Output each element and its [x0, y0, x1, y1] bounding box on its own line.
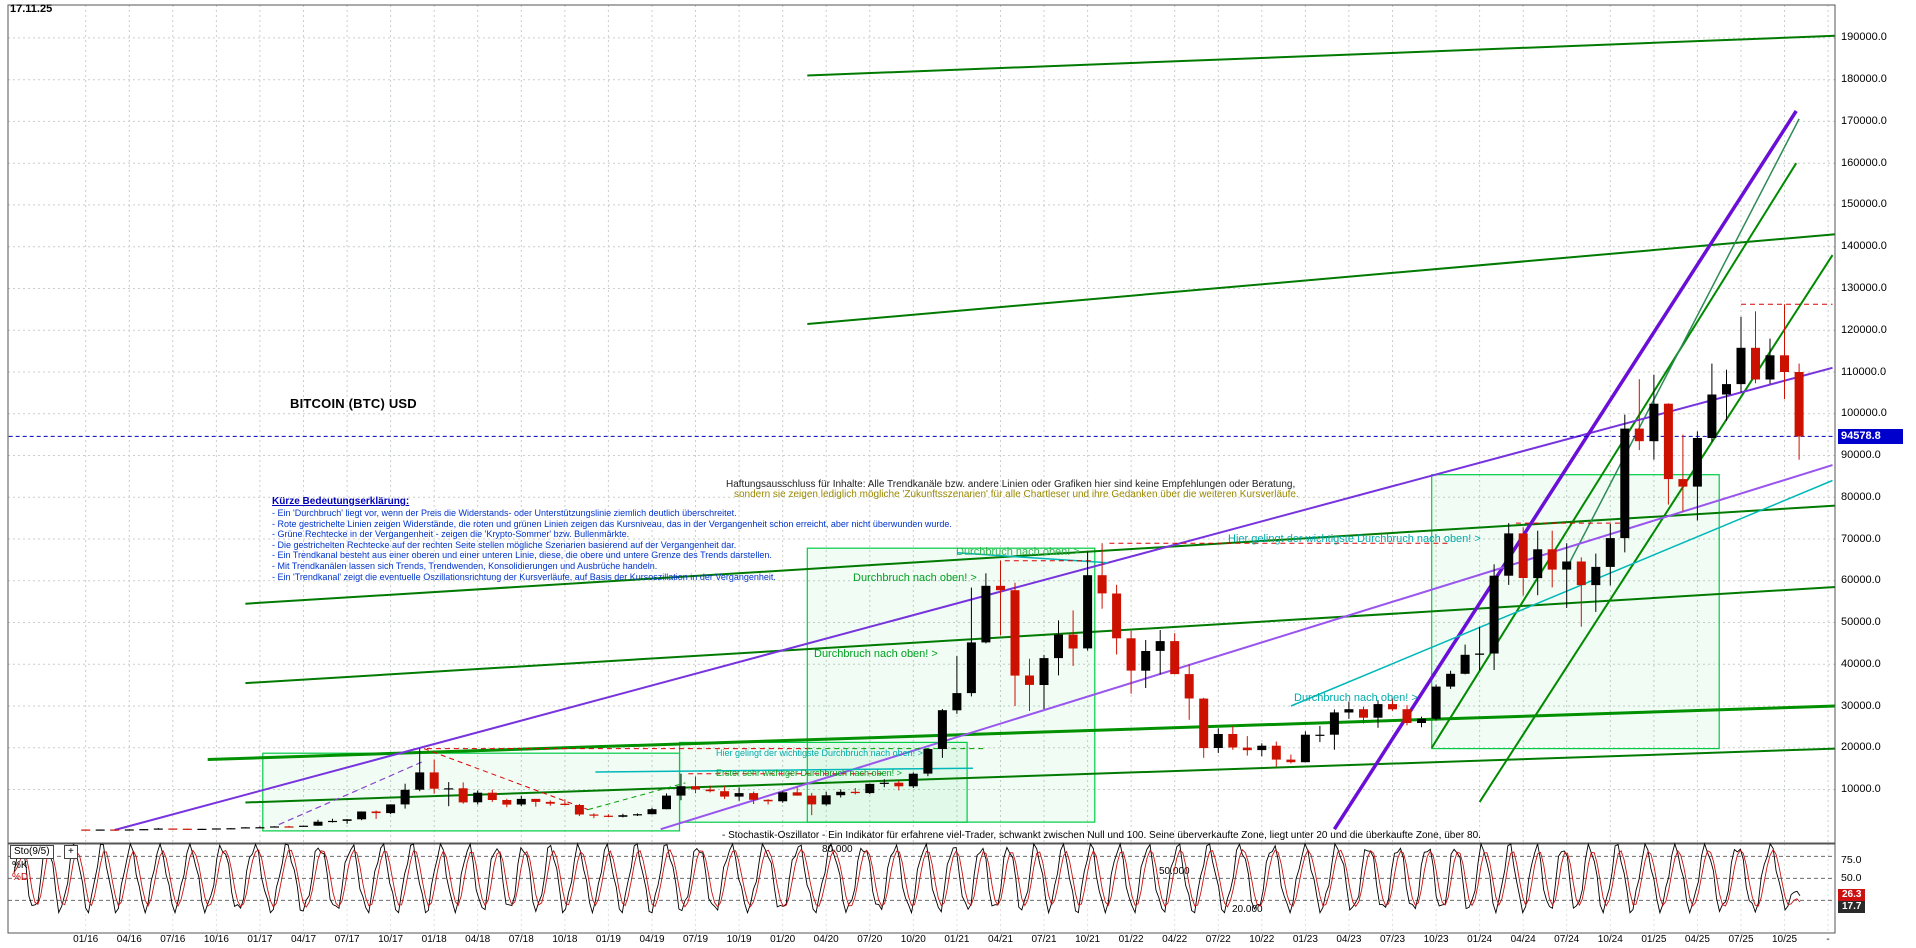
- x-axis-tick-label: 04/23: [1336, 934, 1362, 945]
- date-label: 17.11.25: [10, 3, 53, 15]
- y-axis-price-label: 80000.0: [1841, 490, 1881, 503]
- x-axis-tick-label: 04/16: [116, 934, 142, 945]
- stochastic-description: - Stochastik-Oszillator - Ein Indikator …: [722, 830, 1481, 841]
- indicator-label[interactable]: Sto(9/5): [10, 845, 54, 859]
- x-axis-tick-label: 01/16: [73, 934, 99, 945]
- legend-line: - Ein 'Durchbruch' liegt vor, wenn der P…: [272, 508, 737, 518]
- x-axis-tick-label: 04/20: [813, 934, 839, 945]
- stochastic-k-value-badge: 26.3: [1838, 889, 1866, 901]
- breakout-annotation: Hier gelingt der wichtigste Durchbruch n…: [716, 748, 923, 758]
- breakout-annotation: Durchbruch nach oben! >: [1294, 692, 1418, 704]
- y-axis-price-label: 90000.0: [1841, 449, 1881, 461]
- x-axis-tick-label: 01/23: [1292, 934, 1318, 945]
- y-axis-price-label: 100000.0: [1841, 407, 1887, 420]
- breakout-annotation: Durchbruch nach oben! >: [814, 648, 938, 660]
- x-axis-tick-label: 01/21: [944, 934, 970, 945]
- current-price-badge: 94578.8: [1838, 429, 1903, 444]
- x-axis-tick-label: 04/21: [987, 934, 1014, 945]
- x-axis-tick-label: 10/18: [552, 934, 578, 945]
- stochastic-d-value-badge: 17.7: [1838, 901, 1866, 913]
- y-axis-price-label: 40000.0: [1841, 657, 1881, 670]
- x-axis-tick-label: 01/18: [421, 934, 447, 945]
- legend-line: - Die gestrichelten Rechtecke auf der re…: [272, 539, 737, 550]
- legend-block: Kürze Bedeutungserklärung: - Ein 'Durchb…: [272, 496, 952, 582]
- x-axis-tick-label: 01/22: [1118, 934, 1144, 945]
- stochastic-axis-label: 50.0: [1841, 872, 1862, 885]
- y-axis-price-label: 50000.0: [1841, 616, 1881, 628]
- x-axis-tick-label: 07/20: [857, 934, 883, 945]
- x-axis-tick-label: 10/16: [203, 934, 229, 945]
- x-axis-tick-label: 10/17: [378, 934, 404, 945]
- y-axis-price-label: 140000.0: [1841, 240, 1887, 253]
- x-axis-tick-label: 01/19: [595, 934, 621, 945]
- x-axis-tick-label: 07/22: [1205, 934, 1231, 945]
- x-axis-tick-label: 04/25: [1684, 934, 1710, 945]
- legend-line: - Grüne Rechtecke in der Vergangenheit -…: [272, 529, 630, 540]
- legend-line: - Rote gestrichelte Linien zeigen Widers…: [272, 518, 952, 529]
- x-axis-tick-label: 04/19: [639, 934, 665, 945]
- y-axis-price-label: 170000.0: [1841, 114, 1887, 127]
- chart-title: BITCOIN (BTC) USD: [290, 396, 417, 411]
- y-axis-price-label: 30000.0: [1841, 699, 1881, 712]
- x-axis-tick-label: 07/16: [160, 934, 186, 945]
- svg-text:20.000: 20.000: [1232, 904, 1263, 915]
- legend-line: - Ein Trendkanal besteht aus einer obere…: [272, 550, 772, 561]
- legend-line: - Mit Trendkanälen lassen sich Trends, T…: [272, 560, 658, 571]
- breakout-annotation: Erster sehr wichtiger Durchbruch nach ob…: [716, 768, 902, 778]
- disclaimer-line2: sondern sie zeigen lediglich mögliche 'Z…: [734, 489, 1299, 500]
- stochastic-k-label: %K: [12, 860, 28, 871]
- x-axis-tick-label: 07/18: [508, 934, 534, 945]
- x-axis-tick-label: 04/18: [465, 934, 491, 945]
- y-axis-price-label: 70000.0: [1841, 532, 1881, 545]
- breakout-annotation: Hier gelingt der wichtigste Durchbruch n…: [1228, 533, 1481, 545]
- y-axis-price-label: 180000.0: [1841, 73, 1887, 86]
- x-axis-tick-label: 10/21: [1075, 934, 1101, 945]
- legend-lines: - Ein 'Durchbruch' liegt vor, wenn der P…: [272, 508, 952, 582]
- x-axis-tick-label: 07/21: [1031, 934, 1057, 945]
- x-axis-tick-label: 04/24: [1510, 934, 1536, 945]
- y-axis-price-label: 190000.0: [1841, 31, 1887, 44]
- y-axis-price-label: 110000.0: [1841, 365, 1887, 378]
- x-axis-tick-label: 01/24: [1467, 934, 1493, 945]
- x-axis-tick-label: 10/20: [900, 934, 926, 945]
- x-axis-tick-label: 10/23: [1423, 934, 1449, 945]
- x-axis-tick-label: 10/22: [1249, 934, 1275, 945]
- x-axis-tick-label: 07/24: [1554, 934, 1580, 945]
- legend-title: Kürze Bedeutungserklärung:: [272, 496, 410, 507]
- breakout-annotation: Durchbruch nach oben! >: [956, 546, 1080, 558]
- indicator-expand-button[interactable]: +: [64, 845, 78, 859]
- x-axis-tick-label: 07/25: [1728, 934, 1754, 945]
- x-axis-tick-label: 07/19: [682, 934, 709, 945]
- x-axis-tick-label: 07/17: [334, 934, 360, 945]
- y-axis-price-label: 60000.0: [1841, 574, 1881, 587]
- stochastic-d-label: %D: [12, 872, 29, 883]
- legend-line: - Ein 'Trendkanal' zeigt die eventuelle …: [272, 571, 776, 582]
- y-axis-price-label: 160000.0: [1841, 156, 1887, 169]
- x-axis-tick-label: 01/25: [1641, 934, 1667, 945]
- y-axis-price-label: 120000.0: [1841, 323, 1887, 336]
- svg-text:50.000: 50.000: [1159, 866, 1190, 877]
- disclaimer-line1: Haftungsausschluss für Inhalte: Alle Tre…: [726, 479, 1296, 490]
- y-axis-price-label: 150000.0: [1841, 198, 1887, 211]
- y-axis-price-label: 130000.0: [1841, 282, 1887, 294]
- stochastic-axis-label: 75.0: [1841, 854, 1862, 866]
- svg-text:80.000: 80.000: [822, 844, 853, 855]
- y-axis-price-label: 10000.0: [1841, 783, 1881, 795]
- x-axis-tick-label: 10/19: [726, 934, 752, 945]
- breakout-annotation: Durchbruch nach oben! >: [853, 572, 977, 584]
- x-axis-tick-label: 04/22: [1162, 934, 1188, 945]
- x-axis-tick-label: 01/20: [770, 934, 796, 945]
- x-axis-tick-label: 10/25: [1771, 934, 1798, 945]
- y-axis-price-label: 20000.0: [1841, 741, 1881, 754]
- time-axis: 01/16 04/16 07/16 10/16 01/17 04/17 07/17 10/17…: [0, 934, 1916, 948]
- x-axis-tick-label: 01/17: [247, 934, 273, 945]
- x-axis-tick-label: 04/17: [290, 934, 317, 945]
- x-axis-tick-label: 10/24: [1597, 934, 1623, 945]
- x-axis-tick-label: 07/23: [1379, 934, 1406, 945]
- x-axis-trailing-label: -: [1826, 934, 1830, 945]
